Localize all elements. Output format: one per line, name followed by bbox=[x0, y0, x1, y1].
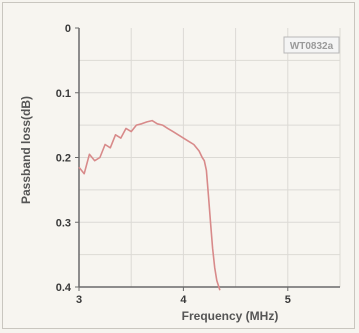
series-line bbox=[78, 119, 221, 291]
badge-label: WT0832a bbox=[290, 41, 334, 52]
axes bbox=[75, 27, 340, 291]
x-tick-label: 5 bbox=[285, 294, 291, 306]
y-tick-label: 0.1 bbox=[56, 88, 71, 100]
y-axis-label: Passband loss(dB) bbox=[19, 96, 33, 204]
y-tick-label: 0.4 bbox=[56, 282, 72, 294]
y-tick-label: 0.3 bbox=[56, 217, 71, 229]
x-tick-label: 3 bbox=[76, 294, 82, 306]
chart-frame bbox=[2, 2, 355, 329]
series bbox=[78, 119, 221, 291]
x-tick-label: 4 bbox=[180, 294, 187, 306]
y-tick-label: 0 bbox=[65, 23, 71, 35]
badge-box bbox=[283, 36, 340, 54]
grid bbox=[79, 28, 341, 288]
y-tick-label: 0.2 bbox=[56, 153, 71, 165]
x-axis-label: Frequency (MHz) bbox=[182, 309, 279, 323]
tick-labels: 0 0.1 0.2 0.3 0.4 3 4 5 bbox=[56, 23, 291, 306]
